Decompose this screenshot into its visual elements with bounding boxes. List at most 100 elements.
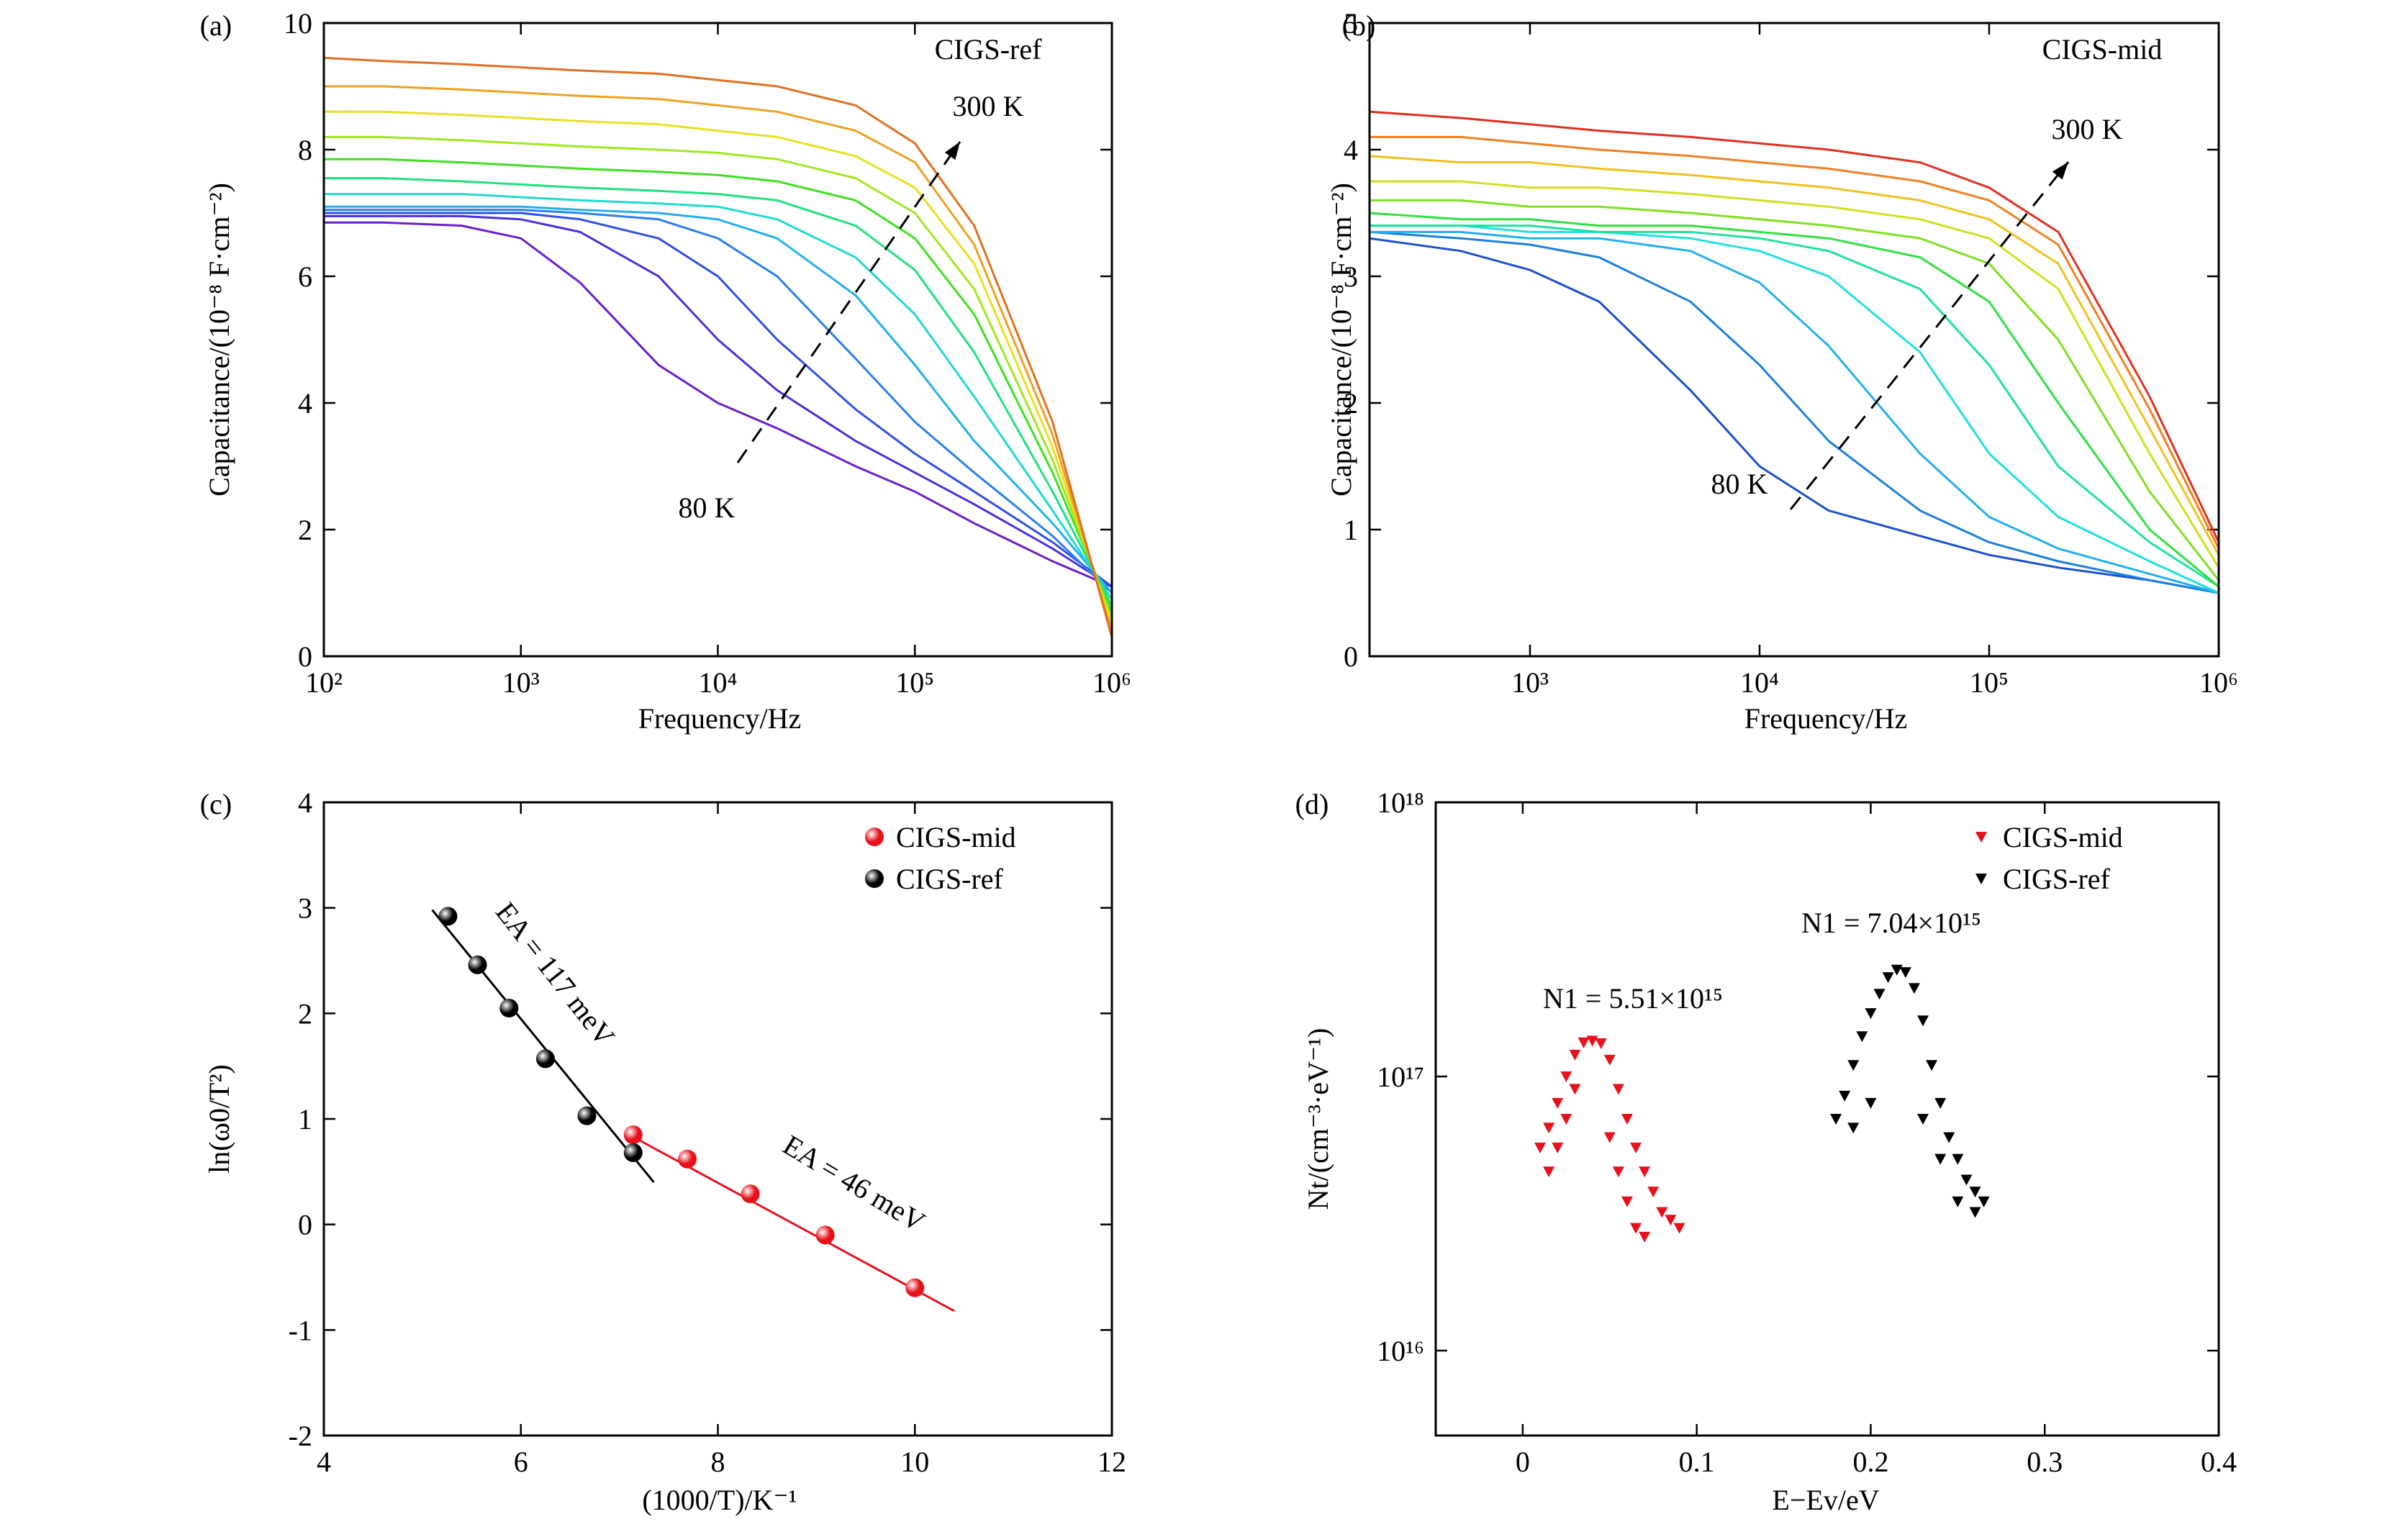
point bbox=[1630, 1142, 1642, 1153]
x-axis-label: Frequency/Hz bbox=[1744, 702, 1908, 735]
arrow-line bbox=[1789, 161, 2070, 510]
point bbox=[1969, 1187, 1981, 1198]
arrow-line bbox=[736, 141, 961, 463]
point bbox=[1926, 1060, 1938, 1071]
point bbox=[1916, 1114, 1929, 1125]
legend-marker bbox=[865, 869, 884, 888]
annotation: EA = 117 meV bbox=[489, 896, 621, 1052]
x-tick-label: 10⁴ bbox=[1740, 666, 1779, 699]
curve bbox=[1370, 225, 2219, 588]
point bbox=[1543, 1166, 1555, 1178]
x-tick-label: 10⁶ bbox=[2199, 666, 2238, 699]
y-tick-label: 4 bbox=[298, 387, 312, 420]
y-tick-label: 0 bbox=[298, 640, 312, 673]
point bbox=[1891, 964, 1903, 976]
plot-area bbox=[431, 907, 955, 1312]
point bbox=[1943, 1132, 1955, 1143]
curve bbox=[324, 56, 1112, 638]
annotation: 300 K bbox=[2052, 113, 2123, 145]
point bbox=[1603, 1132, 1616, 1143]
y-tick-label: 4 bbox=[298, 786, 312, 819]
panel-label: (c) bbox=[200, 788, 232, 820]
y-tick-label: 10 bbox=[284, 7, 312, 40]
point bbox=[1969, 1207, 1981, 1218]
x-tick-label: 10 bbox=[900, 1446, 929, 1478]
curve bbox=[324, 214, 1112, 588]
point bbox=[1673, 1223, 1685, 1234]
x-tick-label: 6 bbox=[514, 1446, 528, 1478]
point bbox=[499, 999, 519, 1017]
curve bbox=[324, 158, 1112, 612]
curve bbox=[324, 135, 1112, 619]
plot-area bbox=[324, 56, 1112, 638]
y-tick-label: 3 bbox=[1344, 260, 1358, 293]
point bbox=[1560, 1071, 1572, 1082]
annotation: 80 K bbox=[1711, 468, 1768, 500]
y-tick-label: 3 bbox=[298, 892, 312, 925]
point bbox=[1639, 1231, 1651, 1243]
fit-line bbox=[431, 909, 655, 1183]
annotation: CIGS-ref bbox=[935, 33, 1043, 65]
point bbox=[741, 1184, 760, 1204]
curve bbox=[1370, 199, 2219, 581]
curve bbox=[324, 209, 1112, 594]
arrow-head bbox=[944, 142, 960, 160]
point bbox=[1847, 1123, 1860, 1134]
annotation: CIGS-mid bbox=[2042, 33, 2163, 65]
point bbox=[438, 907, 458, 926]
point bbox=[1978, 1196, 1990, 1207]
point bbox=[678, 1149, 697, 1169]
curve bbox=[324, 85, 1112, 632]
point bbox=[1552, 1097, 1564, 1109]
y-tick-label: 2 bbox=[1344, 387, 1358, 420]
x-axis-label: Frequency/Hz bbox=[638, 702, 802, 735]
curve bbox=[1370, 237, 2219, 594]
point bbox=[1899, 967, 1911, 979]
point bbox=[1569, 1084, 1581, 1095]
plot-area bbox=[1534, 964, 1990, 1243]
y-tick-label: 10¹⁶ bbox=[1377, 1335, 1424, 1367]
y-tick-label: 1 bbox=[1344, 514, 1358, 546]
x-tick-label: 10³ bbox=[1511, 666, 1549, 699]
point bbox=[1873, 989, 1886, 1000]
curve bbox=[324, 205, 1112, 594]
curve bbox=[324, 212, 1112, 588]
curve bbox=[324, 177, 1112, 607]
legend-label: CIGS-ref bbox=[2003, 863, 2111, 895]
x-tick-label: 12 bbox=[1097, 1446, 1126, 1478]
point bbox=[577, 1106, 597, 1125]
y-axis-label: Capacitance/(10⁻⁸ F·cm⁻²) bbox=[1325, 183, 1357, 497]
x-tick-label: 0 bbox=[1516, 1446, 1530, 1478]
point bbox=[1656, 1207, 1668, 1218]
point bbox=[1630, 1223, 1642, 1234]
plot-frame bbox=[322, 22, 1113, 658]
y-axis-label: ln(ω0/T²) bbox=[203, 1064, 235, 1174]
point bbox=[623, 1143, 643, 1162]
x-tick-label: 4 bbox=[317, 1446, 331, 1478]
annotation: N1 = 5.51×10¹⁵ bbox=[1543, 982, 1723, 1015]
annotation: 300 K bbox=[953, 90, 1024, 122]
point bbox=[1934, 1153, 1947, 1165]
curve bbox=[1370, 230, 2219, 594]
annotation: 80 K bbox=[679, 491, 735, 524]
y-tick-label: 2 bbox=[298, 997, 312, 1030]
curve bbox=[1370, 212, 2219, 588]
point bbox=[623, 1125, 643, 1144]
point bbox=[1569, 1049, 1581, 1061]
curve bbox=[324, 221, 1112, 588]
curve bbox=[1370, 225, 2219, 594]
x-tick-label: 10⁴ bbox=[699, 666, 738, 699]
y-tick-label: -2 bbox=[289, 1420, 312, 1452]
legend-label: CIGS-ref bbox=[896, 863, 1004, 895]
legend-marker bbox=[865, 828, 884, 846]
y-tick-label: 8 bbox=[298, 134, 312, 166]
point bbox=[1882, 972, 1894, 984]
legend-label: CIGS-mid bbox=[896, 821, 1016, 853]
panel-label: (d) bbox=[1295, 788, 1329, 820]
arrow-head bbox=[2052, 162, 2068, 180]
curve bbox=[324, 110, 1112, 625]
point bbox=[1934, 1097, 1947, 1109]
y-tick-label: 2 bbox=[298, 514, 312, 546]
legend-marker bbox=[1975, 832, 1987, 843]
